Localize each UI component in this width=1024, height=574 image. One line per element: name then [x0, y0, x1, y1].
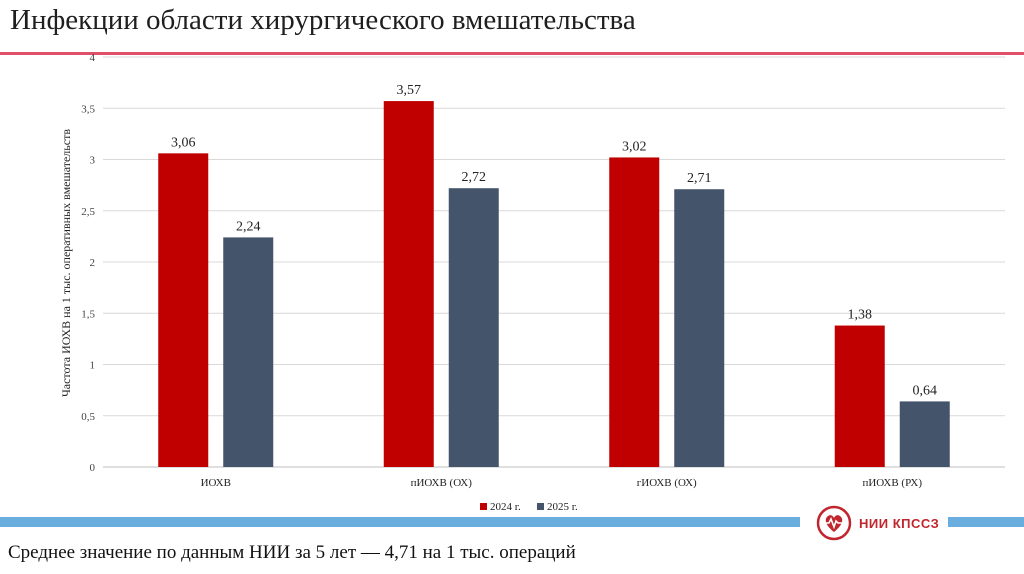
data-label: 2,71: [687, 171, 712, 186]
bar-chart: 0 0,5 1 1,5 2 2,5 3 3,5 4 3,06 2,24 3,57 2,72 3,02 2,…: [59, 52, 1005, 513]
y-axis-title: Частота ИОХВ на 1 тыс. оперативных вмеша…: [59, 129, 73, 397]
data-label: 3,57: [397, 83, 422, 98]
y-tick-label: 0,5: [81, 411, 95, 423]
y-tick-label: 3,5: [81, 103, 95, 115]
bars: [158, 101, 950, 467]
footnote: Среднее значение по данным НИИ за 5 лет …: [8, 542, 576, 563]
data-labels: 3,06 2,24 3,57 2,72 3,02 2,71 1,38 0,64: [171, 83, 937, 398]
bar: [609, 157, 660, 467]
data-label: 0,64: [913, 383, 938, 398]
legend-label: 2024 г.: [490, 501, 521, 513]
bar: [158, 153, 209, 467]
legend-label: 2025 г.: [547, 501, 578, 513]
legend-swatch: [537, 503, 544, 510]
data-label: 3,02: [622, 139, 647, 154]
y-tick-label: 0: [90, 462, 96, 474]
bar: [899, 401, 950, 467]
slide-title: Инфекции области хирургического вмешател…: [10, 4, 636, 36]
title-accent-line: [0, 52, 1024, 55]
heart-logo-icon: [816, 505, 852, 541]
y-tick-label: 1: [90, 360, 96, 372]
data-label: 2,24: [236, 219, 261, 234]
data-label: 3,06: [171, 135, 196, 150]
y-axis-ticks: 0 0,5 1 1,5 2 2,5 3 3,5 4: [81, 52, 95, 474]
bar: [383, 101, 434, 467]
brand-logo: НИИ КПССЗ: [815, 503, 939, 543]
y-tick-label: 3: [90, 155, 96, 167]
y-tick-label: 2: [90, 257, 96, 269]
bar: [223, 237, 274, 467]
x-category-label: ИОХВ: [201, 477, 231, 489]
bottom-band-right: [948, 517, 1024, 527]
bar: [834, 325, 885, 467]
x-category-label: пИОХВ (РХ): [862, 477, 922, 489]
bar: [674, 189, 725, 467]
x-axis-categories: ИОХВ пИОХВ (ОХ) гИОХВ (ОХ) пИОХВ (РХ): [201, 477, 923, 489]
x-category-label: пИОХВ (ОХ): [411, 477, 473, 489]
x-category-label: гИОХВ (ОХ): [637, 477, 697, 489]
bar: [448, 188, 499, 467]
data-label: 2,72: [462, 170, 487, 185]
bottom-band-left: [0, 517, 800, 527]
brand-name: НИИ КПССЗ: [859, 515, 940, 531]
y-tick-label: 1,5: [81, 308, 95, 320]
data-label: 1,38: [848, 308, 873, 323]
y-tick-label: 2,5: [81, 206, 95, 218]
y-tick-label: 4: [90, 52, 96, 64]
legend: 2024 г. 2025 г.: [480, 501, 578, 513]
legend-swatch: [480, 503, 487, 510]
